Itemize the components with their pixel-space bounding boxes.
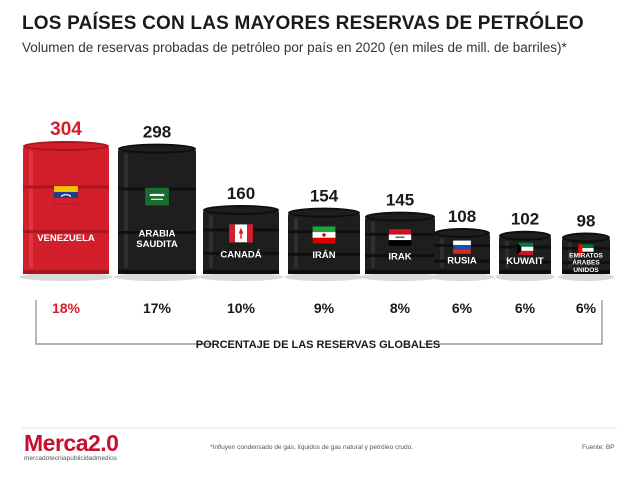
brand-tagline: mercadotecniapublicidadmedios: [24, 455, 117, 462]
value-label: 108: [448, 207, 476, 226]
percent-label: 17%: [143, 300, 172, 316]
russia-flag: [452, 240, 472, 255]
footnote: *Influyen condensado de gas, líquidos de…: [210, 444, 414, 451]
value-label: 102: [511, 210, 539, 229]
barrel-body: [23, 145, 109, 274]
barrel-body: [118, 147, 196, 274]
barrel-irak: [361, 211, 439, 281]
percent-label: 6%: [576, 300, 597, 316]
value-label: 304: [50, 119, 82, 140]
barrel-kuwait: [495, 230, 555, 281]
barrel-iran: [284, 207, 364, 281]
barrel-rusia: [430, 228, 494, 281]
country-label: CANADÁ: [220, 250, 261, 261]
canada-flag: [228, 224, 254, 243]
venezuela-flag: [53, 185, 79, 205]
percent-label: 18%: [52, 300, 81, 316]
percent-label: 6%: [452, 300, 473, 316]
value-label: 98: [577, 211, 596, 230]
country-label: IRÁN: [312, 250, 335, 261]
value-label: 154: [310, 187, 339, 206]
percent-caption: PORCENTAJE DE LAS RESERVAS GLOBALES: [196, 339, 440, 351]
iran-flag: [312, 226, 336, 244]
percent-label: 6%: [515, 300, 536, 316]
value-label: 298: [143, 123, 171, 142]
barrel-emiratos-arabes-unidos: [558, 232, 614, 281]
value-label: 145: [386, 191, 414, 210]
country-label: KUWAIT: [506, 256, 544, 267]
value-label: 160: [227, 184, 255, 203]
country-label: RUSIA: [447, 256, 477, 267]
iraq-flag: [388, 228, 412, 247]
percent-label: 8%: [390, 300, 411, 316]
barrel-venezuela: [19, 141, 113, 281]
percent-bracket: PORCENTAJE DE LAS RESERVAS GLOBALES: [35, 300, 603, 351]
country-label: VENEZUELA: [37, 233, 95, 244]
chart-title: LOS PAÍSES CON LAS MAYORES RESERVAS DE P…: [22, 13, 584, 34]
source-note: Fuente: BP: [582, 444, 615, 451]
country-label: EMIRATOS ÁRABES UNIDOS: [569, 253, 603, 274]
barrel-canada: [199, 204, 283, 281]
country-label: ARABIA SAUDITA: [136, 228, 178, 249]
brand-logo: Merca2.0: [24, 430, 119, 456]
percent-label: 10%: [227, 300, 256, 316]
kuwait-flag: [516, 242, 534, 256]
chart-subtitle: Volumen de reservas probadas de petróleo…: [22, 40, 567, 55]
saudi-arabia-flag: [144, 187, 170, 206]
barrel-arabia-saudita: [114, 143, 200, 281]
uae-flag: [578, 243, 594, 256]
percent-label: 9%: [314, 300, 335, 316]
country-label: IRAK: [388, 251, 411, 262]
